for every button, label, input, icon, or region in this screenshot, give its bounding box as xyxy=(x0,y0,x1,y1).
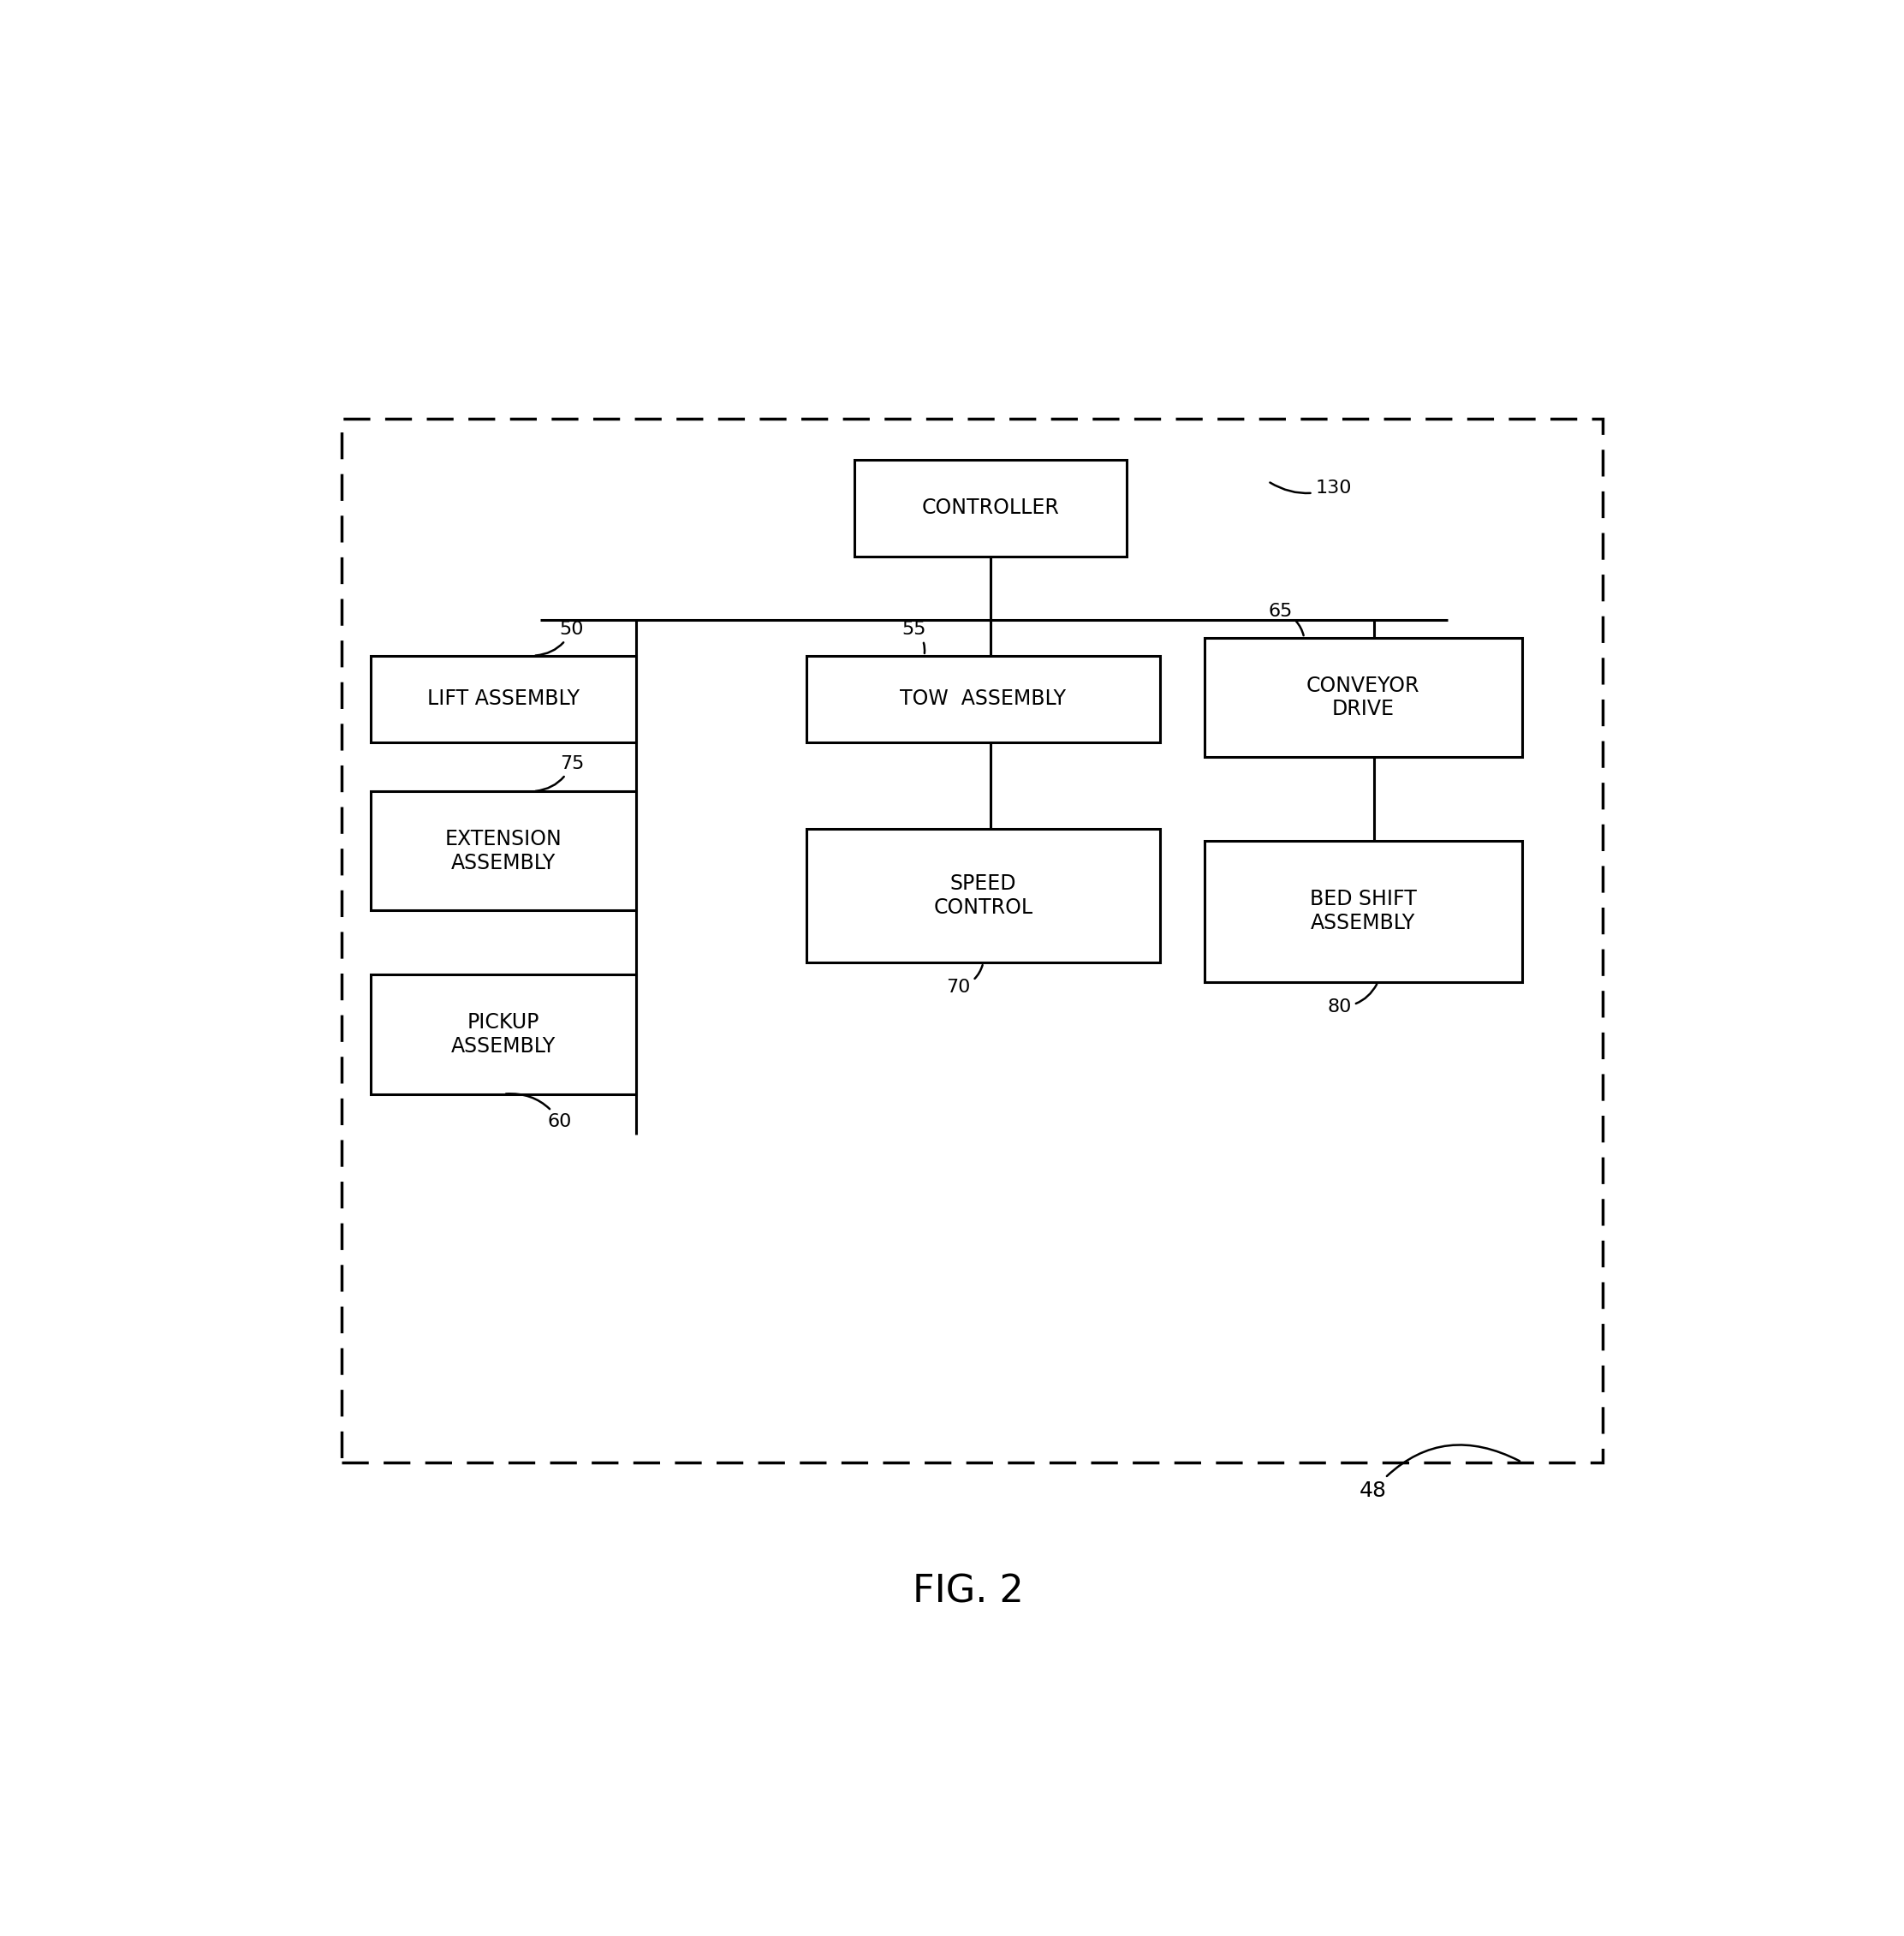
Text: 55: 55 xyxy=(902,621,927,652)
Text: 60: 60 xyxy=(506,1094,573,1131)
Text: 75: 75 xyxy=(535,755,585,792)
Text: 48: 48 xyxy=(1359,1444,1519,1500)
Text: BED SHIFT
ASSEMBLY: BED SHIFT ASSEMBLY xyxy=(1310,889,1417,933)
Bar xyxy=(371,974,636,1094)
Bar xyxy=(1205,840,1521,982)
Text: LIFT ASSEMBLY: LIFT ASSEMBLY xyxy=(426,689,581,709)
Text: CONVEYOR
DRIVE: CONVEYOR DRIVE xyxy=(1306,676,1420,720)
Text: PICKUP
ASSEMBLY: PICKUP ASSEMBLY xyxy=(451,1013,556,1057)
Text: 130: 130 xyxy=(1270,480,1352,498)
Text: TOW  ASSEMBLY: TOW ASSEMBLY xyxy=(901,689,1066,709)
Bar xyxy=(341,418,1603,1462)
Bar xyxy=(371,656,636,741)
Text: 65: 65 xyxy=(1268,604,1304,635)
Text: 70: 70 xyxy=(946,964,982,995)
Text: CONTROLLER: CONTROLLER xyxy=(922,498,1059,519)
Text: 50: 50 xyxy=(535,621,585,656)
Text: FIG. 2: FIG. 2 xyxy=(912,1574,1024,1611)
Bar xyxy=(805,656,1160,741)
Bar xyxy=(1205,637,1521,757)
Text: SPEED
CONTROL: SPEED CONTROL xyxy=(933,873,1032,918)
Bar xyxy=(855,459,1127,556)
Text: 80: 80 xyxy=(1327,983,1377,1014)
Text: EXTENSION
ASSEMBLY: EXTENSION ASSEMBLY xyxy=(446,829,562,873)
Bar xyxy=(805,829,1160,962)
Bar xyxy=(371,792,636,910)
